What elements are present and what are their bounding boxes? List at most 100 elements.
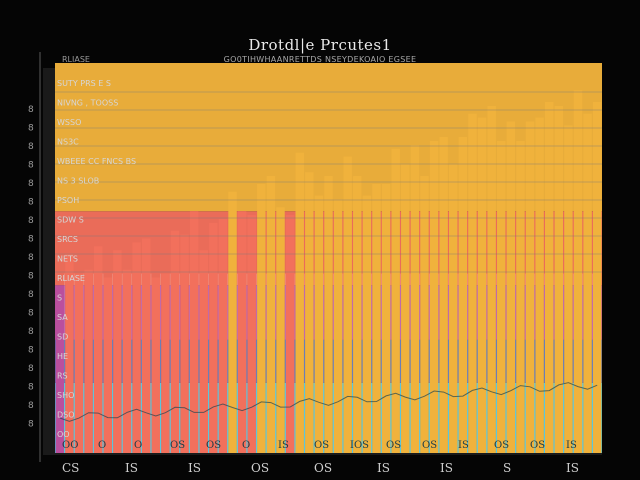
bar-15 [199,250,208,453]
row-label-2: WSSO [57,118,81,127]
inner-x-label-11: IS [458,440,469,451]
bar-35 [391,148,400,454]
bar-42 [458,137,468,453]
bar-45 [487,105,496,454]
bar-9 [141,238,151,453]
bar-56 [592,102,602,453]
x-tick-label-7: S [503,461,511,475]
bar-20 [247,215,256,453]
bar-12 [170,230,180,453]
y-tick-label-16: 8 [28,401,34,411]
bar-0 [55,285,65,453]
bar-8 [132,242,141,453]
bar-5 [103,277,113,453]
inner-x-label-0: OO [62,440,78,451]
bar-6 [113,250,122,453]
bar-22 [266,176,276,453]
bar-43 [468,113,477,453]
row-label-11: S [57,294,62,303]
bar-17 [218,219,228,453]
y-tick-label-12: 8 [28,327,34,337]
bar-21 [257,183,266,453]
bar-14 [189,211,199,453]
inner-x-label-12: OS [494,440,509,451]
bar-18 [228,191,237,453]
inner-x-label-8: IOS [350,440,369,451]
bar-40 [439,137,448,453]
bar-25 [295,152,304,453]
bar-11 [161,273,170,453]
y-tick-label-6: 8 [28,216,34,226]
row-label-12: SA [57,313,68,322]
y-tick-label-14: 8 [28,364,34,374]
inner-x-label-5: O [242,440,250,451]
bar-51 [544,102,554,453]
y-tick-label-3: 8 [28,161,34,171]
bar-16 [209,222,218,453]
bar-26 [305,172,314,453]
bar-32 [362,195,372,453]
bar-29 [333,199,343,453]
bar-48 [516,141,525,453]
x-tick-label-2: IS [188,461,201,475]
bar-24 [285,215,295,453]
inner-x-label-10: OS [422,440,437,451]
bar-4 [93,246,103,453]
bar-44 [477,117,487,453]
bar-37 [410,144,420,453]
bar-3 [84,269,93,453]
bar-49 [525,121,535,453]
row-label-14: HE [57,352,68,361]
bar-27 [314,195,324,453]
bar-7 [122,269,132,453]
bar-52 [554,105,564,454]
inner-x-label-6: IS [278,440,289,451]
row-label-13: SD [57,333,68,342]
y-tick-label-11: 8 [28,309,34,319]
inner-x-label-4: OS [206,440,221,451]
y-tick-label-9: 8 [28,272,34,282]
inner-x-label-9: OS [386,440,401,451]
bar-50 [535,117,544,453]
row-label-3: NS3C [57,138,79,147]
row-label-0: SUTY PRS E S [57,79,111,88]
bar-47 [506,121,516,453]
y-tick-label-10: 8 [28,290,34,300]
bar-28 [324,176,333,453]
y-tick-label-7: 8 [28,235,34,245]
inner-x-label-7: OS [314,440,329,451]
x-tick-label-1: IS [125,461,138,475]
row-label-10: RLIASE [57,274,85,283]
y-tick-label-5: 8 [28,198,34,208]
corner-label: RLIASE [62,55,90,64]
bar-30 [343,156,352,453]
y-tick-label-8: 8 [28,253,34,263]
bar-36 [401,164,410,453]
bar-41 [449,164,458,453]
bar-46 [497,141,506,453]
bar-39 [429,141,439,453]
row-label-9: NETS [57,255,78,264]
row-label-7: SDW S [57,216,84,225]
x-tick-label-8: IS [566,461,579,475]
chart-title: Drotdl|e Prcutes1 [248,36,392,54]
y-tick-label-1: 8 [28,124,34,134]
row-label-4: WBEEE CC FNCS BS [57,157,136,166]
x-tick-label-6: IS [440,461,453,475]
row-label-18: OO [57,430,70,439]
bar-53 [564,125,573,454]
inner-x-label-13: OS [530,440,545,451]
row-label-15: RS [57,372,68,381]
bar-38 [420,176,429,453]
row-label-6: PSOH [57,196,79,205]
y-tick-label-15: 8 [28,383,34,393]
chart-subtitle: GO0TIHWHAANRETTDS NSEYDEKOAIO EGSEE [223,55,417,64]
bar-1 [65,254,74,453]
bar-13 [180,234,189,453]
row-label-8: SRCS [57,235,78,244]
bar-2 [74,273,84,453]
row-label-16: SHO [57,391,74,400]
y-tick-label-2: 8 [28,142,34,152]
x-tick-label-5: IS [377,461,390,475]
